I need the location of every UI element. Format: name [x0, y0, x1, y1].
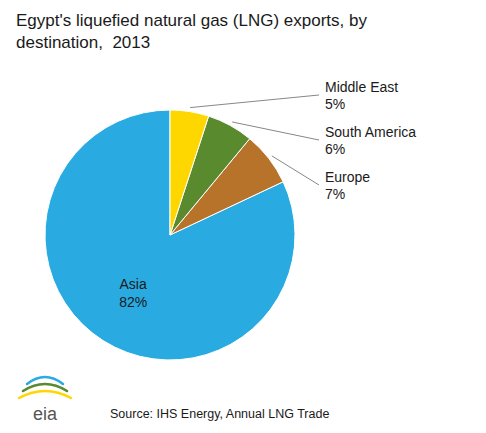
- logo-arc: [27, 377, 63, 384]
- slice-label: Middle East: [325, 79, 398, 95]
- leader-line: [272, 156, 319, 185]
- chart: Egypt's liquefied natural gas (LNG) expo…: [0, 0, 486, 433]
- title: Egypt's liquefied natural gas (LNG) expo…: [16, 11, 367, 52]
- slice-value-label: 5%: [325, 96, 345, 112]
- background: [0, 0, 486, 433]
- source-text: Source: IHS Energy, Annual LNG Trade: [110, 407, 329, 421]
- pie-slice: [45, 110, 295, 360]
- slice-label: Europe: [325, 169, 370, 185]
- chart-container: Egypt's liquefied natural gas (LNG) expo…: [0, 0, 486, 433]
- slice-label: Asia: [120, 276, 147, 292]
- leader-line: [190, 95, 319, 108]
- slice-value-label: 82%: [119, 294, 147, 310]
- pie: [45, 110, 295, 360]
- title-line: Egypt's liquefied natural gas (LNG) expo…: [16, 11, 367, 30]
- slice-value-label: 7%: [325, 186, 345, 202]
- slice-label: South America: [325, 124, 416, 140]
- slice-value-label: 6%: [325, 141, 345, 157]
- pie-slice: [170, 110, 209, 235]
- logo-arc: [23, 384, 67, 391]
- logo-text: eia: [33, 404, 58, 424]
- data-labels: Asia 82% Middle East5% South America6% Europ…: [119, 79, 416, 310]
- leader-line: [232, 122, 319, 140]
- logo-arc: [19, 391, 71, 398]
- title-line: destination, 2013: [16, 33, 150, 52]
- logo: eia: [19, 377, 71, 424]
